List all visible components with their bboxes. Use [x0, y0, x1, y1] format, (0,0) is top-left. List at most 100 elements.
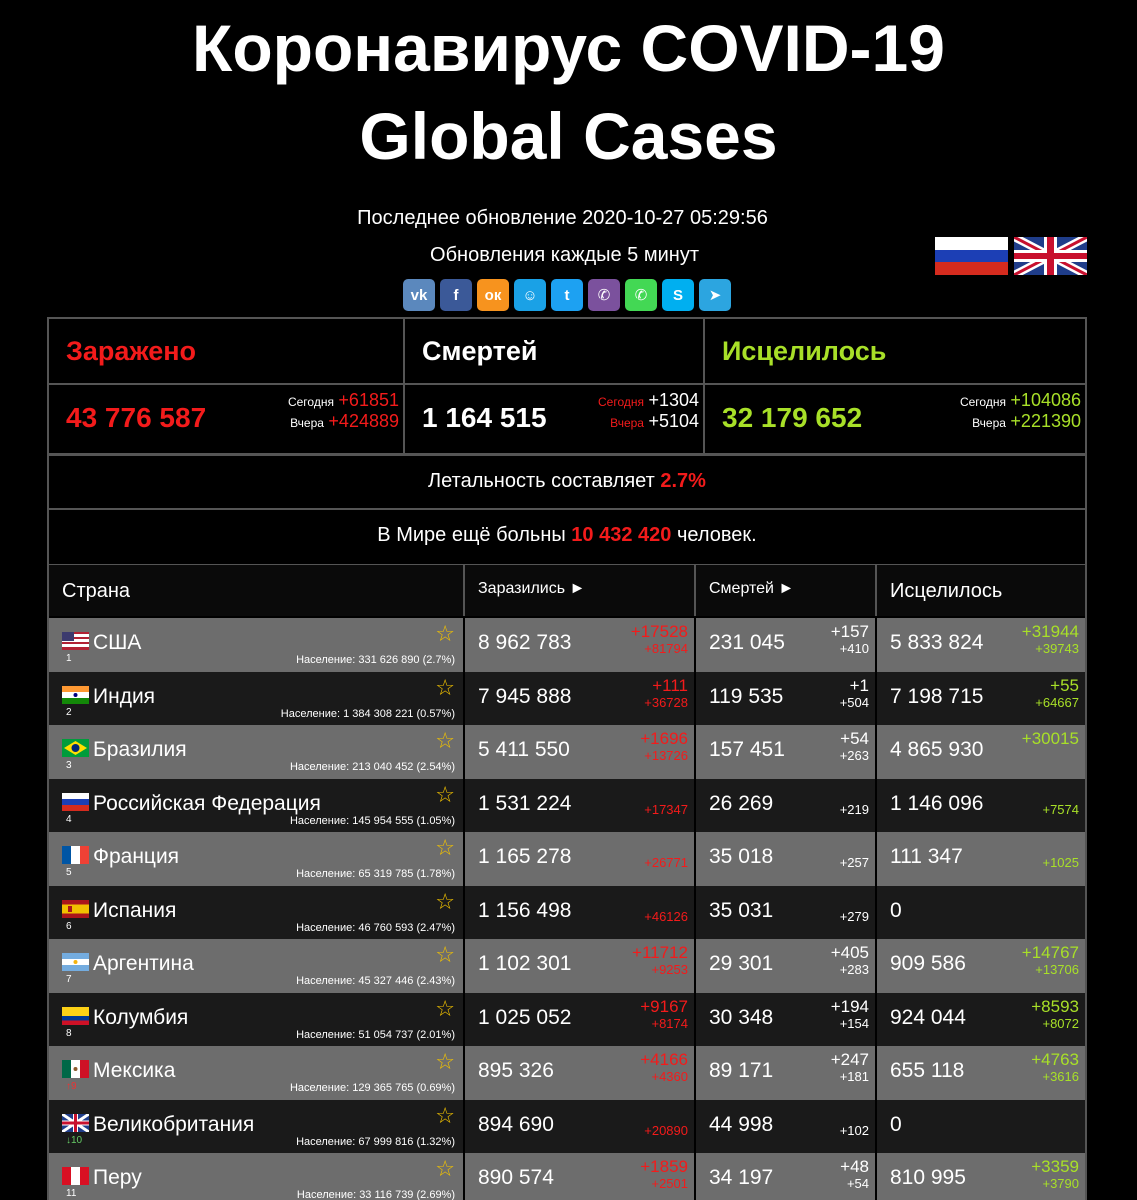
table-row[interactable]: Мексика ↑9 Население: 129 365 765 (0.69%) ☆…	[49, 1046, 1085, 1100]
table-row[interactable]: США 1 Население: 331 626 890 (2.7%) ☆ 8 962 …	[49, 618, 1085, 672]
pe-flag-icon	[62, 1167, 89, 1185]
cases-delta-today: +11712	[632, 943, 688, 962]
deaths-delta-yesterday: +263	[839, 748, 869, 763]
country-cell: Франция 5 Население: 65 319 785 (1.78%) ☆	[49, 832, 465, 886]
skype-icon[interactable]: S	[662, 279, 694, 311]
country-name[interactable]: США	[93, 631, 142, 654]
lethality-text: Летальность составляет	[428, 470, 655, 492]
country-rank: ↑9	[66, 1081, 77, 1092]
viber-icon[interactable]: ✆	[588, 279, 620, 311]
odnoklassniki-icon[interactable]: ок	[477, 279, 509, 311]
population: Население: 46 760 593 (2.47%)	[296, 921, 455, 934]
infected-total: 43 776 587	[66, 402, 207, 433]
deaths-delta-yesterday: +283	[839, 962, 869, 977]
cases-cell: 5 411 550 +1696 +13726	[465, 725, 696, 779]
cases-delta-today: +1696	[640, 729, 688, 748]
cases-delta-yesterday: +26771	[644, 855, 688, 870]
recovered-deltas: Сегодня +104086 Вчера +221390	[960, 391, 1081, 433]
recovered-value: 0	[890, 1112, 902, 1136]
cases-cell: 1 531 224 +17347	[465, 778, 696, 832]
favorite-star-icon[interactable]: ☆	[435, 728, 455, 753]
table-row[interactable]: Колумбия 8 Население: 51 054 737 (2.01%) ☆ 1…	[49, 992, 1085, 1046]
russian-flag-icon[interactable]	[935, 237, 1008, 275]
recovered-cell: 0	[877, 886, 1085, 940]
recovered-delta-today: +14767	[1021, 943, 1079, 962]
mx-flag-icon	[62, 1060, 89, 1078]
country-name[interactable]: Индия	[93, 684, 156, 708]
favorite-star-icon[interactable]: ☆	[435, 621, 455, 646]
country-name[interactable]: Франция	[93, 845, 180, 868]
table-row[interactable]: Перу 11 Население: 33 116 739 (2.69%) ☆ 890 …	[49, 1153, 1085, 1200]
country-name[interactable]: Колумбия	[93, 1005, 189, 1029]
sort-deaths-button[interactable]: Смертей ►	[696, 565, 877, 616]
country-rank: 6	[66, 920, 72, 932]
favorite-star-icon[interactable]: ☆	[435, 1156, 455, 1181]
sort-cases-button[interactable]: Заразились ►	[465, 565, 696, 616]
population: Население: 1 384 308 221 (0.57%)	[280, 707, 455, 720]
country-name[interactable]: Аргентина	[93, 952, 194, 975]
deaths-delta-today: +48	[840, 1157, 869, 1176]
country-cell: Аргентина 7 Население: 45 327 446 (2.43%) ☆	[49, 939, 465, 993]
countries-table: Страна Заразились ► Смертей ► Исцелилось…	[47, 565, 1087, 1200]
telegram-icon[interactable]: ➤	[699, 279, 731, 311]
deaths-delta-today: +54	[840, 729, 869, 748]
favorite-star-icon[interactable]: ☆	[435, 1102, 455, 1128]
cases-value: 1 025 052	[478, 1005, 572, 1029]
country-rank: 11	[66, 1188, 77, 1199]
facebook-icon[interactable]: f	[440, 279, 472, 311]
table-row[interactable]: Бразилия 3 Население: 213 040 452 (2.54%) ☆…	[49, 725, 1085, 779]
deaths-delta-today: +247	[830, 1050, 869, 1069]
country-name[interactable]: Великобритания	[93, 1112, 255, 1136]
deaths-cell: 35 018 +257	[696, 832, 877, 886]
favorite-star-icon[interactable]: ☆	[435, 835, 455, 860]
country-name[interactable]: Российская Федерация	[93, 791, 321, 815]
table-row[interactable]: Великобритания ↓10 Население: 67 999 816 (…	[49, 1099, 1085, 1153]
country-name[interactable]: Перу	[93, 1166, 142, 1189]
favorite-star-icon[interactable]: ☆	[435, 888, 455, 914]
deaths-delta-yesterday: +219	[839, 801, 869, 817]
favorite-star-icon[interactable]: ☆	[435, 942, 455, 967]
british-flag-icon[interactable]	[1014, 237, 1087, 275]
favorite-star-icon[interactable]: ☆	[435, 674, 455, 700]
table-row[interactable]: Франция 5 Население: 65 319 785 (1.78%) ☆ 1 …	[49, 832, 1085, 886]
cases-delta-yesterday: +13726	[644, 748, 688, 763]
deaths-cell: 89 171 +247 +181	[696, 1046, 877, 1100]
cases-delta-yesterday: +4360	[651, 1069, 688, 1084]
recovered-delta-today: +55	[1050, 675, 1079, 695]
country-name[interactable]: Мексика	[93, 1059, 176, 1082]
deaths-delta-yesterday: +257	[839, 855, 869, 870]
recovered-value: 7 198 715	[890, 684, 984, 708]
recovered-cell: 32 179 652 Сегодня +104086 Вчера +221390	[705, 385, 1085, 453]
cases-delta-yesterday: +81794	[644, 641, 688, 656]
population: Население: 129 365 765 (0.69%)	[289, 1082, 455, 1094]
vk-icon[interactable]: vk	[403, 279, 435, 311]
country-cell: Российская Федерация 4 Население: 145 954 …	[49, 778, 465, 832]
table-row[interactable]: Аргентина 7 Население: 45 327 446 (2.43%) ☆…	[49, 939, 1085, 993]
recovered-cell: 7 198 715 +55 +64667	[877, 672, 1085, 726]
moimir-icon[interactable]: ☺	[514, 279, 546, 311]
favorite-star-icon[interactable]: ☆	[435, 781, 455, 807]
cases-value: 1 102 301	[478, 952, 572, 975]
table-row[interactable]: Индия 2 Население: 1 384 308 221 (0.57%) ☆ 7…	[49, 671, 1085, 726]
twitter-icon[interactable]: t	[551, 279, 583, 311]
country-name[interactable]: Испания	[93, 898, 177, 922]
deaths-value: 89 171	[709, 1059, 774, 1082]
recovered-cell: 655 118 +4763 +3616	[877, 1046, 1085, 1100]
deaths-value: 30 348	[709, 1005, 774, 1029]
cases-value: 8 962 783	[478, 631, 572, 654]
favorite-star-icon[interactable]: ☆	[435, 1049, 455, 1074]
table-body: США 1 Население: 331 626 890 (2.7%) ☆ 8 962 …	[49, 618, 1085, 1200]
deaths-yesterday: +5104	[648, 411, 699, 431]
favorite-star-icon[interactable]: ☆	[435, 995, 455, 1021]
yesterday-label: Вчера	[290, 416, 324, 430]
country-rank: 5	[66, 867, 72, 878]
still-ill-row: В Мире ещё больны 10 432 420 человек.	[47, 510, 1087, 566]
whatsapp-icon[interactable]: ✆	[625, 279, 657, 311]
country-name[interactable]: Бразилия	[93, 738, 187, 761]
table-row[interactable]: Испания 6 Население: 46 760 593 (2.47%) ☆ 1 …	[49, 885, 1085, 940]
cases-value: 7 945 888	[478, 684, 572, 708]
still-ill-prefix: В Мире ещё больны	[377, 524, 566, 546]
recovered-delta-today: +31944	[1021, 622, 1079, 641]
table-row[interactable]: Российская Федерация 4 Население: 145 954 …	[49, 778, 1085, 832]
